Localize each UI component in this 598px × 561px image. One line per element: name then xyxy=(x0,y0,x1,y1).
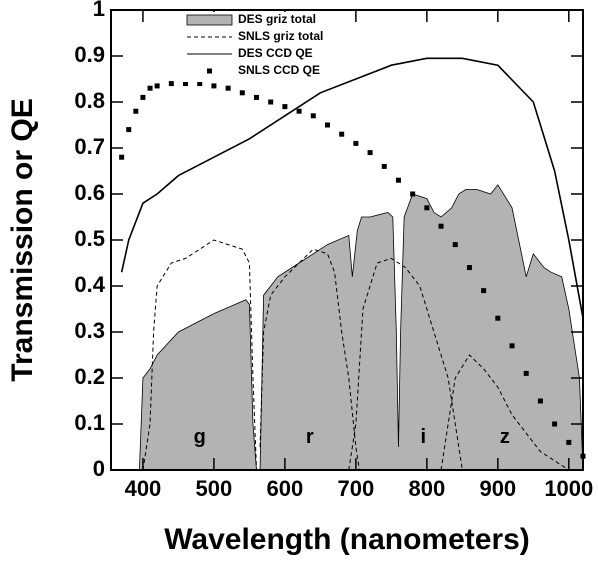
x-tick-label: 400 xyxy=(125,476,162,501)
marker xyxy=(154,83,160,89)
band-label: g xyxy=(194,426,206,448)
y-tick-label: 0.8 xyxy=(74,88,105,113)
marker xyxy=(452,242,458,248)
marker xyxy=(481,288,487,294)
marker xyxy=(438,223,444,229)
marker xyxy=(254,94,260,100)
marker xyxy=(353,140,359,146)
y-tick-label: 0.4 xyxy=(74,272,105,297)
marker xyxy=(168,81,174,87)
marker xyxy=(537,398,543,404)
y-tick-label: 0.1 xyxy=(74,410,105,435)
legend-label: DES griz total xyxy=(238,12,316,26)
marker xyxy=(324,122,330,128)
y-tick-label: 0.2 xyxy=(74,364,105,389)
marker xyxy=(552,421,558,427)
band-label: r xyxy=(306,426,314,448)
marker xyxy=(495,315,501,321)
legend-swatch xyxy=(207,68,212,74)
legend-label: DES CCD QE xyxy=(238,46,313,60)
marker xyxy=(147,85,153,91)
marker xyxy=(424,205,430,211)
marker xyxy=(282,104,288,110)
legend-label: SNLS CCD QE xyxy=(238,63,320,77)
marker xyxy=(268,99,274,105)
marker xyxy=(509,343,515,349)
band-label: z xyxy=(500,426,510,448)
y-tick-label: 0.9 xyxy=(74,42,105,67)
marker xyxy=(566,439,572,445)
x-tick-label: 700 xyxy=(338,476,375,501)
area xyxy=(259,184,584,471)
marker xyxy=(310,113,316,119)
marker xyxy=(197,81,203,87)
legend-label: SNLS griz total xyxy=(238,29,323,43)
marker xyxy=(296,108,302,114)
y-tick-label: 0.3 xyxy=(74,318,105,343)
y-tick-label: 1 xyxy=(93,0,105,21)
marker xyxy=(395,177,401,183)
x-tick-label: 800 xyxy=(408,476,445,501)
band-label: i xyxy=(421,426,427,448)
x-tick-label: 500 xyxy=(196,476,233,501)
marker xyxy=(140,94,146,100)
x-axis-title: Wavelength (nanometers) xyxy=(164,523,530,556)
x-tick-label: 1000 xyxy=(544,476,593,501)
marker xyxy=(339,131,345,137)
marker xyxy=(119,154,125,160)
marker xyxy=(239,90,245,96)
marker xyxy=(381,163,387,169)
marker xyxy=(367,150,373,156)
x-tick-label: 900 xyxy=(479,476,516,501)
marker xyxy=(410,191,416,197)
marker xyxy=(211,83,217,89)
legend-swatch xyxy=(186,14,233,26)
marker xyxy=(183,81,189,87)
line xyxy=(120,57,584,319)
y-tick-label: 0.7 xyxy=(74,134,105,159)
marker xyxy=(225,85,231,91)
marker xyxy=(133,108,139,114)
y-tick-label: 0 xyxy=(93,456,105,481)
marker xyxy=(126,127,132,133)
marker xyxy=(466,265,472,271)
y-axis-title: Transmission or QE xyxy=(6,98,39,381)
x-tick-label: 600 xyxy=(267,476,304,501)
marker xyxy=(523,370,529,376)
y-tick-label: 0.5 xyxy=(74,226,105,251)
area xyxy=(138,299,257,471)
y-tick-label: 0.6 xyxy=(74,180,105,205)
